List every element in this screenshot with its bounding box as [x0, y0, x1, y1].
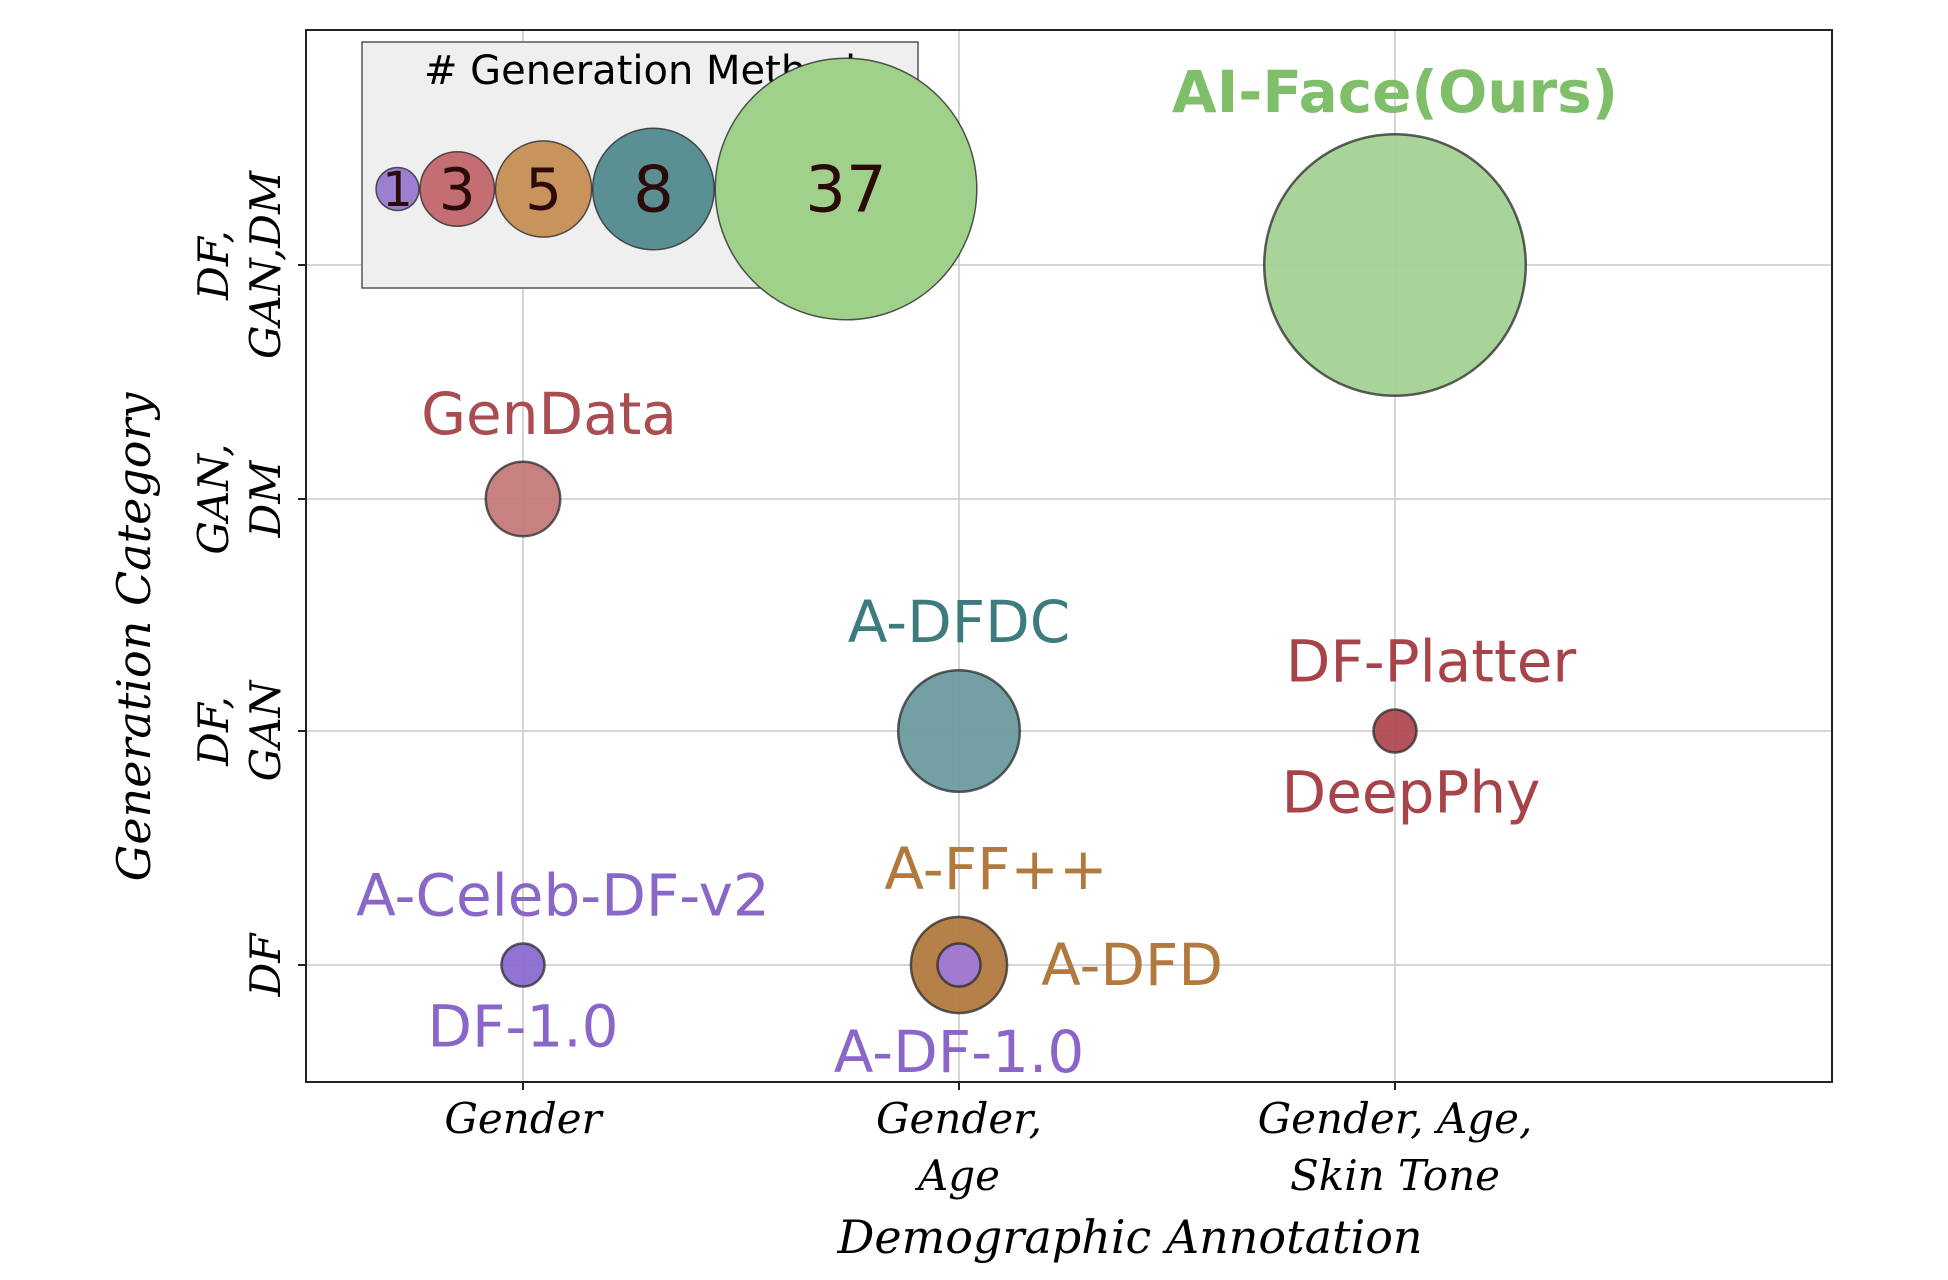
y-tick-label: GAN,DM — [241, 170, 290, 359]
legend-bubble — [591, 127, 716, 251]
point-label: A-DFDC — [848, 588, 1071, 656]
y-tick-label: DM — [241, 460, 290, 539]
bubble-point — [896, 668, 1022, 794]
x-tick-label: Gender, Age, — [1258, 1094, 1533, 1143]
point-label: A-FF++ — [884, 835, 1107, 903]
plot-frame — [305, 29, 1833, 1083]
x-tick-label: Gender, — [876, 1094, 1042, 1143]
point-label: AI-Face(Ours) — [1172, 58, 1618, 126]
legend-size-label: 37 — [805, 153, 886, 227]
y-tick-label: GAN — [241, 679, 290, 781]
bubble-point — [484, 460, 562, 538]
legend-bubble — [419, 151, 496, 227]
y-axis-title: Generation Category — [107, 392, 161, 882]
x-tick-labels: Gender Gender, Age Gender, Age, Skin Tone — [444, 1094, 1532, 1200]
point-label: A-DF-1.0 — [834, 1018, 1085, 1086]
bubble-point — [936, 942, 982, 988]
y-tick-label: GAN, — [189, 443, 238, 554]
bubble-point — [1262, 132, 1528, 398]
legend-bubble — [375, 166, 420, 212]
bubble-point — [1372, 708, 1418, 754]
legend-size-label: 3 — [439, 155, 476, 223]
legend-bubble — [714, 57, 978, 321]
point-label: GenData — [421, 380, 677, 448]
legend-size-label: 5 — [525, 155, 562, 223]
point-label: DeepPhy — [1282, 759, 1541, 827]
legend-size-label: 1 — [382, 162, 413, 218]
data-bubbles — [484, 132, 1528, 1015]
point-label: DF-1.0 — [427, 993, 618, 1061]
x-tick-label: Age — [914, 1151, 1000, 1200]
bubble-point — [500, 942, 546, 988]
point-labels: AI-Face(Ours) GenData A-DFDC DF-Platter Deep… — [356, 58, 1618, 1086]
x-axis-title: Demographic Annotation — [836, 1210, 1422, 1264]
point-label: A-DFD — [1041, 931, 1223, 999]
legend-bubble — [494, 140, 593, 238]
y-tick-label: DF, — [189, 696, 238, 767]
point-label: A-Celeb-DF-v2 — [356, 862, 770, 930]
x-tick-label: Gender — [444, 1094, 604, 1143]
y-tick-label: DF, — [189, 230, 238, 301]
point-label: DF-Platter — [1286, 628, 1577, 696]
y-tick-label: DF — [241, 932, 290, 998]
legend-size-label: 8 — [633, 153, 674, 227]
x-tick-label: Skin Tone — [1290, 1151, 1500, 1200]
